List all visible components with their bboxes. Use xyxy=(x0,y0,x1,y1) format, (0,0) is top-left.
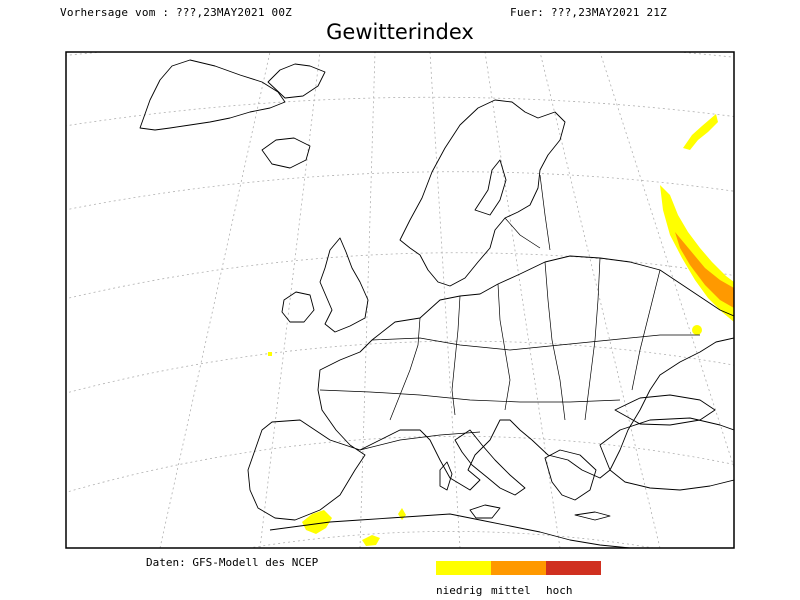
legend-label-mittel: mittel xyxy=(491,584,531,597)
map-frame xyxy=(65,51,735,549)
map-title: Gewitterindex xyxy=(326,20,474,44)
index-areas xyxy=(268,114,734,546)
borders xyxy=(319,174,700,451)
graticule xyxy=(66,52,734,548)
valid-time-label: Fuer: ???,23MAY2021 21Z xyxy=(510,6,667,19)
area-niedrig-spain xyxy=(302,510,332,534)
area-mittel-russia xyxy=(675,232,734,308)
area-niedrig-tunisia xyxy=(398,508,406,520)
legend-swatch-niedrig xyxy=(436,561,491,575)
legend-label-niedrig: niedrig xyxy=(436,584,483,597)
coastlines xyxy=(139,59,734,548)
area-niedrig-north xyxy=(683,114,718,150)
area-niedrig-east xyxy=(692,325,702,335)
area-niedrig-algeria xyxy=(362,535,380,546)
legend-swatch-mittel xyxy=(491,561,546,575)
area-niedrig-west xyxy=(268,352,272,356)
data-source-label: Daten: GFS-Modell des NCEP xyxy=(146,556,319,569)
forecast-run-label: Vorhersage vom : ???,23MAY2021 00Z xyxy=(60,6,292,19)
legend-label-hoch: hoch xyxy=(546,584,573,597)
legend-swatch-hoch xyxy=(546,561,601,575)
